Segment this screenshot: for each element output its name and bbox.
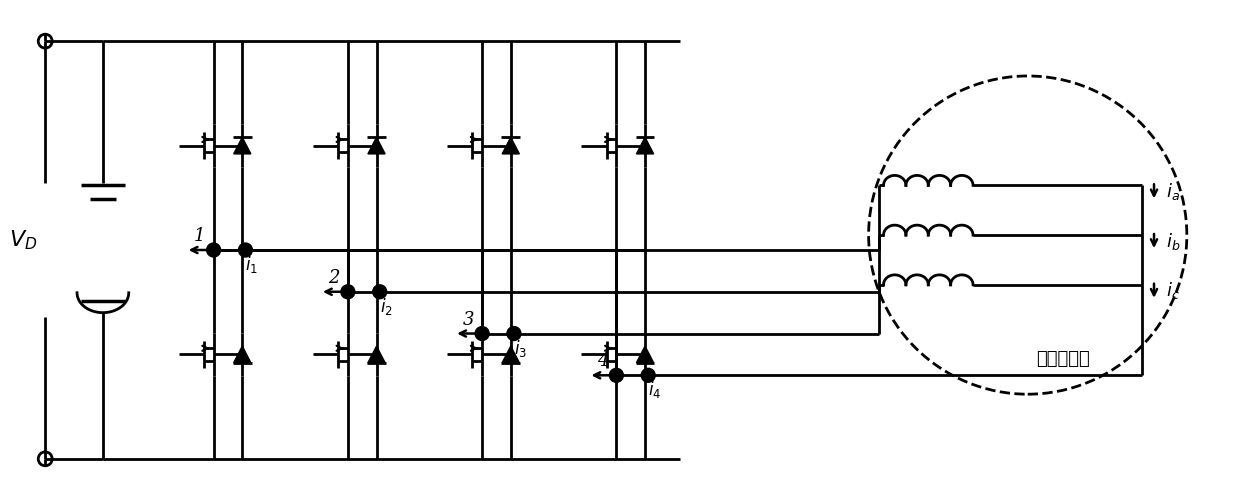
Polygon shape [233, 138, 250, 154]
Text: $i_c$: $i_c$ [1166, 280, 1179, 301]
Circle shape [475, 326, 489, 340]
Text: 开绕组电机: 开绕组电机 [1035, 350, 1090, 368]
Circle shape [641, 368, 655, 382]
Text: $V_D$: $V_D$ [9, 228, 37, 252]
Text: $i_b$: $i_b$ [1166, 230, 1180, 252]
Circle shape [507, 326, 521, 340]
Polygon shape [368, 138, 386, 154]
Text: $i_1$: $i_1$ [246, 254, 258, 275]
Polygon shape [502, 138, 520, 154]
Text: 2: 2 [329, 269, 340, 287]
Circle shape [238, 243, 253, 257]
Text: 1: 1 [195, 227, 206, 245]
Circle shape [207, 243, 221, 257]
Polygon shape [636, 346, 653, 362]
Text: $i_a$: $i_a$ [1166, 181, 1179, 202]
Text: $i_3$: $i_3$ [513, 338, 527, 358]
Polygon shape [636, 138, 653, 154]
Text: $i_4$: $i_4$ [649, 380, 661, 400]
Polygon shape [233, 346, 250, 362]
Circle shape [373, 285, 387, 298]
Circle shape [341, 285, 355, 298]
Polygon shape [368, 346, 386, 362]
Text: $i_2$: $i_2$ [379, 296, 393, 316]
Polygon shape [502, 346, 520, 362]
Circle shape [609, 368, 624, 382]
Text: 3: 3 [463, 310, 474, 328]
Text: 4: 4 [596, 352, 609, 370]
